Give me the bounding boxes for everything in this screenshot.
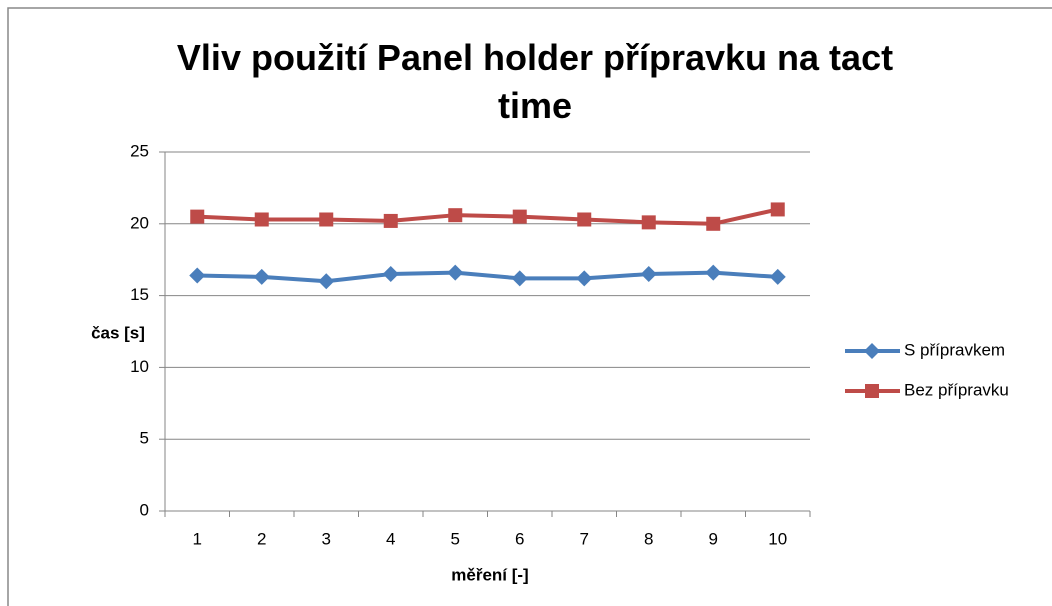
x-tick-label: 5: [451, 529, 460, 548]
x-tick-label: 6: [515, 529, 524, 548]
marker: [577, 212, 592, 227]
x-tick-label: 7: [580, 529, 589, 548]
series-line: [197, 270, 778, 284]
y-axis-label: čas [s]: [91, 323, 145, 342]
legend-marker: [865, 384, 879, 398]
x-axis-label: měření [-]: [451, 565, 528, 584]
chart-title: Vliv použití Panel holder přípravku na t…: [176, 37, 894, 126]
legend-marker: [864, 343, 880, 359]
x-tick-label: 9: [709, 529, 718, 548]
marker: [253, 268, 270, 285]
y-tick-label: 20: [130, 213, 149, 232]
legend-label: Bez přípravku: [904, 380, 1009, 399]
marker: [319, 212, 334, 227]
marker: [641, 215, 656, 230]
y-tick-label: 25: [130, 141, 149, 160]
marker: [448, 208, 463, 223]
marker: [576, 270, 593, 287]
y-tick-label: 5: [140, 429, 149, 448]
marker: [511, 270, 528, 287]
chart-border: [7, 7, 1052, 606]
y-tick-label: 15: [130, 285, 149, 304]
marker: [190, 209, 205, 224]
x-tick-label: 1: [193, 529, 202, 548]
x-tick-label: 4: [386, 529, 395, 548]
marker: [382, 266, 399, 283]
marker: [254, 212, 269, 227]
marker: [512, 209, 527, 224]
x-tick-label: 3: [322, 529, 331, 548]
marker: [770, 202, 785, 217]
marker: [769, 268, 786, 285]
marker: [318, 273, 335, 290]
x-tick-label: 2: [257, 529, 266, 548]
marker: [706, 216, 721, 231]
series-line: [197, 207, 779, 226]
y-tick-label: 0: [140, 500, 149, 519]
marker: [640, 266, 657, 283]
marker: [705, 264, 722, 281]
marker: [189, 267, 206, 284]
y-tick-label: 10: [130, 357, 149, 376]
x-tick-label: 10: [768, 529, 787, 548]
legend-label: S přípravkem: [904, 340, 1005, 359]
x-tick-label: 8: [644, 529, 653, 548]
marker: [447, 264, 464, 281]
marker: [383, 213, 398, 228]
